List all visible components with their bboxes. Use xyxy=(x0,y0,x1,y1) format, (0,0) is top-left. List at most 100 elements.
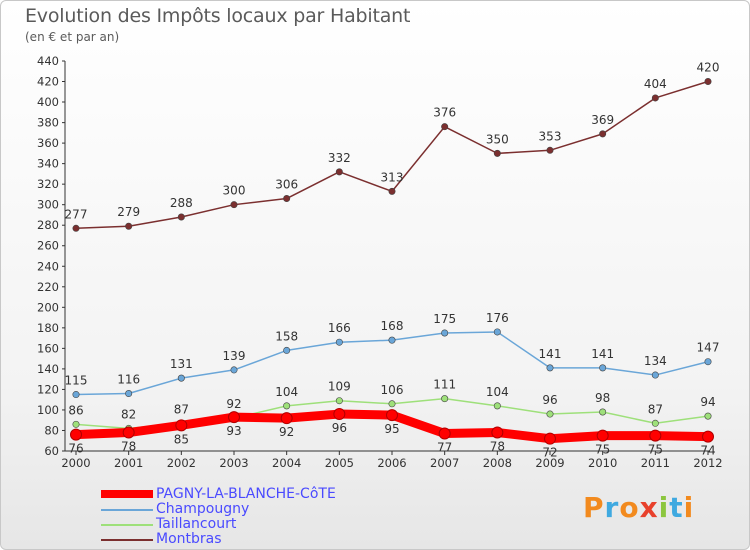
data-label: 147 xyxy=(697,341,720,355)
data-label: 87 xyxy=(174,402,189,416)
x-tick-label: 2011 xyxy=(641,456,670,470)
y-tick-label: 140 xyxy=(37,362,59,376)
data-point xyxy=(388,400,396,408)
data-point xyxy=(438,427,451,440)
data-label: 420 xyxy=(697,61,720,75)
y-tick-label: 100 xyxy=(37,403,59,417)
data-label: 404 xyxy=(644,77,667,91)
data-label: 104 xyxy=(486,385,509,399)
data-point xyxy=(122,426,135,439)
y-tick-label: 240 xyxy=(37,259,59,273)
data-label: 87 xyxy=(648,402,663,416)
legend-label-pagny: PAGNY-LA-BLANCHE-CôTE xyxy=(156,486,336,502)
data-label: 116 xyxy=(117,373,140,387)
y-tick-label: 320 xyxy=(37,177,59,191)
data-point xyxy=(230,366,238,374)
data-point xyxy=(175,419,188,432)
data-point xyxy=(704,78,712,86)
data-point xyxy=(651,371,659,379)
data-label: 168 xyxy=(381,319,404,333)
y-tick-label: 80 xyxy=(44,423,59,437)
logo-letter: i xyxy=(683,491,695,524)
x-tick-label: 2008 xyxy=(483,456,512,470)
data-point xyxy=(651,419,659,427)
y-tick-label: 380 xyxy=(37,116,59,130)
data-label: 96 xyxy=(332,421,347,435)
data-point xyxy=(441,329,449,337)
data-point xyxy=(441,395,449,403)
data-point xyxy=(704,412,712,420)
proxiti-logo: Proxiti xyxy=(583,491,694,524)
data-label: 94 xyxy=(700,395,715,409)
data-point xyxy=(388,187,396,195)
data-point xyxy=(177,213,185,221)
y-tick-label: 340 xyxy=(37,157,59,171)
data-label: 77 xyxy=(437,441,452,455)
y-tick-label: 440 xyxy=(37,54,59,68)
data-point xyxy=(493,328,501,336)
data-label: 95 xyxy=(384,422,399,436)
x-tick-label: 2012 xyxy=(693,456,722,470)
data-label: 104 xyxy=(275,385,298,399)
data-label: 106 xyxy=(381,383,404,397)
data-label: 369 xyxy=(591,113,614,127)
data-label: 277 xyxy=(65,207,88,221)
y-tick-label: 160 xyxy=(37,341,59,355)
data-point xyxy=(596,429,609,442)
data-label: 353 xyxy=(539,129,562,143)
data-point xyxy=(125,222,133,230)
data-point xyxy=(599,364,607,372)
data-point xyxy=(333,408,346,421)
data-label: 279 xyxy=(117,205,140,219)
data-point xyxy=(491,426,504,439)
series-layer xyxy=(70,78,714,445)
chart-axes: 60 80 100 120 140 160 180 200 220 240 260 280 300 320… xyxy=(37,54,723,470)
data-point xyxy=(177,374,185,382)
legend-label-champougny: Champougny xyxy=(156,501,250,517)
data-label: 92 xyxy=(279,425,294,439)
data-label: 176 xyxy=(486,311,509,325)
data-label: 82 xyxy=(121,407,136,421)
data-label: 75 xyxy=(648,443,663,457)
data-label: 109 xyxy=(328,380,351,394)
data-point xyxy=(546,410,554,418)
y-tick-label: 420 xyxy=(37,75,59,89)
data-label: 78 xyxy=(121,440,136,454)
legend-swatch-pagny xyxy=(101,490,153,498)
x-tick-label: 2002 xyxy=(167,456,196,470)
x-tick-label: 2000 xyxy=(61,456,90,470)
logo-letter: i xyxy=(658,491,670,524)
data-point xyxy=(544,432,556,445)
data-point xyxy=(283,346,291,354)
data-label: 131 xyxy=(170,357,193,371)
y-tick-label: 400 xyxy=(37,95,59,109)
data-point xyxy=(283,195,291,203)
data-point xyxy=(649,429,662,442)
logo-letter: t xyxy=(669,491,684,524)
data-label: 74 xyxy=(700,444,715,458)
data-point xyxy=(335,397,343,405)
x-tick-label: 2010 xyxy=(588,456,617,470)
data-label: 72 xyxy=(542,446,557,460)
data-label: 98 xyxy=(595,391,610,405)
data-point xyxy=(228,411,240,424)
data-point xyxy=(546,146,554,154)
data-label: 288 xyxy=(170,196,193,210)
y-tick-label: 360 xyxy=(37,136,59,150)
y-tick-label: 60 xyxy=(44,444,59,458)
data-label: 86 xyxy=(68,403,83,417)
x-tick-label: 2005 xyxy=(325,456,354,470)
y-tick-label: 260 xyxy=(37,239,59,253)
chart-title: Evolution des Impôts locaux par Habitant xyxy=(25,5,411,27)
data-label: 85 xyxy=(174,432,189,446)
data-label: 141 xyxy=(591,347,614,361)
y-tick-label: 220 xyxy=(37,280,59,294)
data-point xyxy=(283,402,291,410)
data-point xyxy=(335,338,343,346)
data-label: 134 xyxy=(644,354,667,368)
data-point xyxy=(280,412,293,425)
data-point xyxy=(70,428,82,441)
data-point xyxy=(72,224,80,232)
data-label: 115 xyxy=(65,374,88,388)
